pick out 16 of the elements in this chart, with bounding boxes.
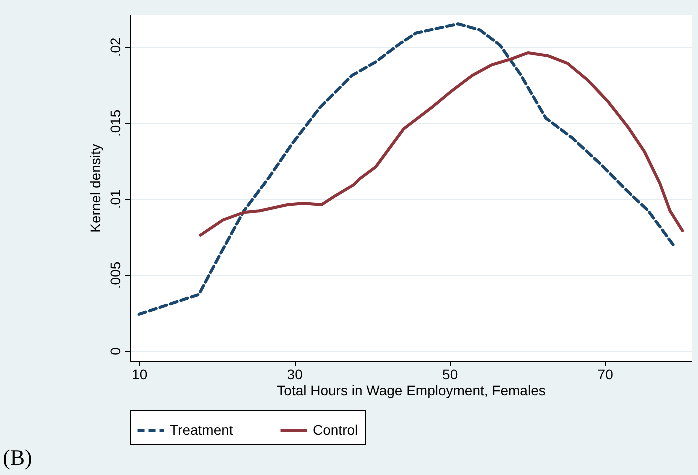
legend-label: Treatment [170,422,234,438]
y-tick-label: .005 [108,262,124,290]
line-series [199,52,684,237]
x-tick-label: 10 [132,366,148,382]
y-tick-label: .01 [108,190,124,210]
x-tick-label: 50 [442,366,458,382]
text: (B) [3,445,32,470]
y-tick-label: .02 [108,37,124,58]
y-axis-title: Kernel density [88,144,104,233]
y-tick-label: 0 [108,347,124,356]
x-axis-title: Total Hours in Wage Employment, Females [277,382,546,398]
x-tick-label: 30 [287,366,304,382]
line-series [138,22,676,316]
x-tick-label: 70 [598,366,614,382]
y-tick-label: .015 [108,110,124,138]
legend-label: Control [313,422,358,438]
